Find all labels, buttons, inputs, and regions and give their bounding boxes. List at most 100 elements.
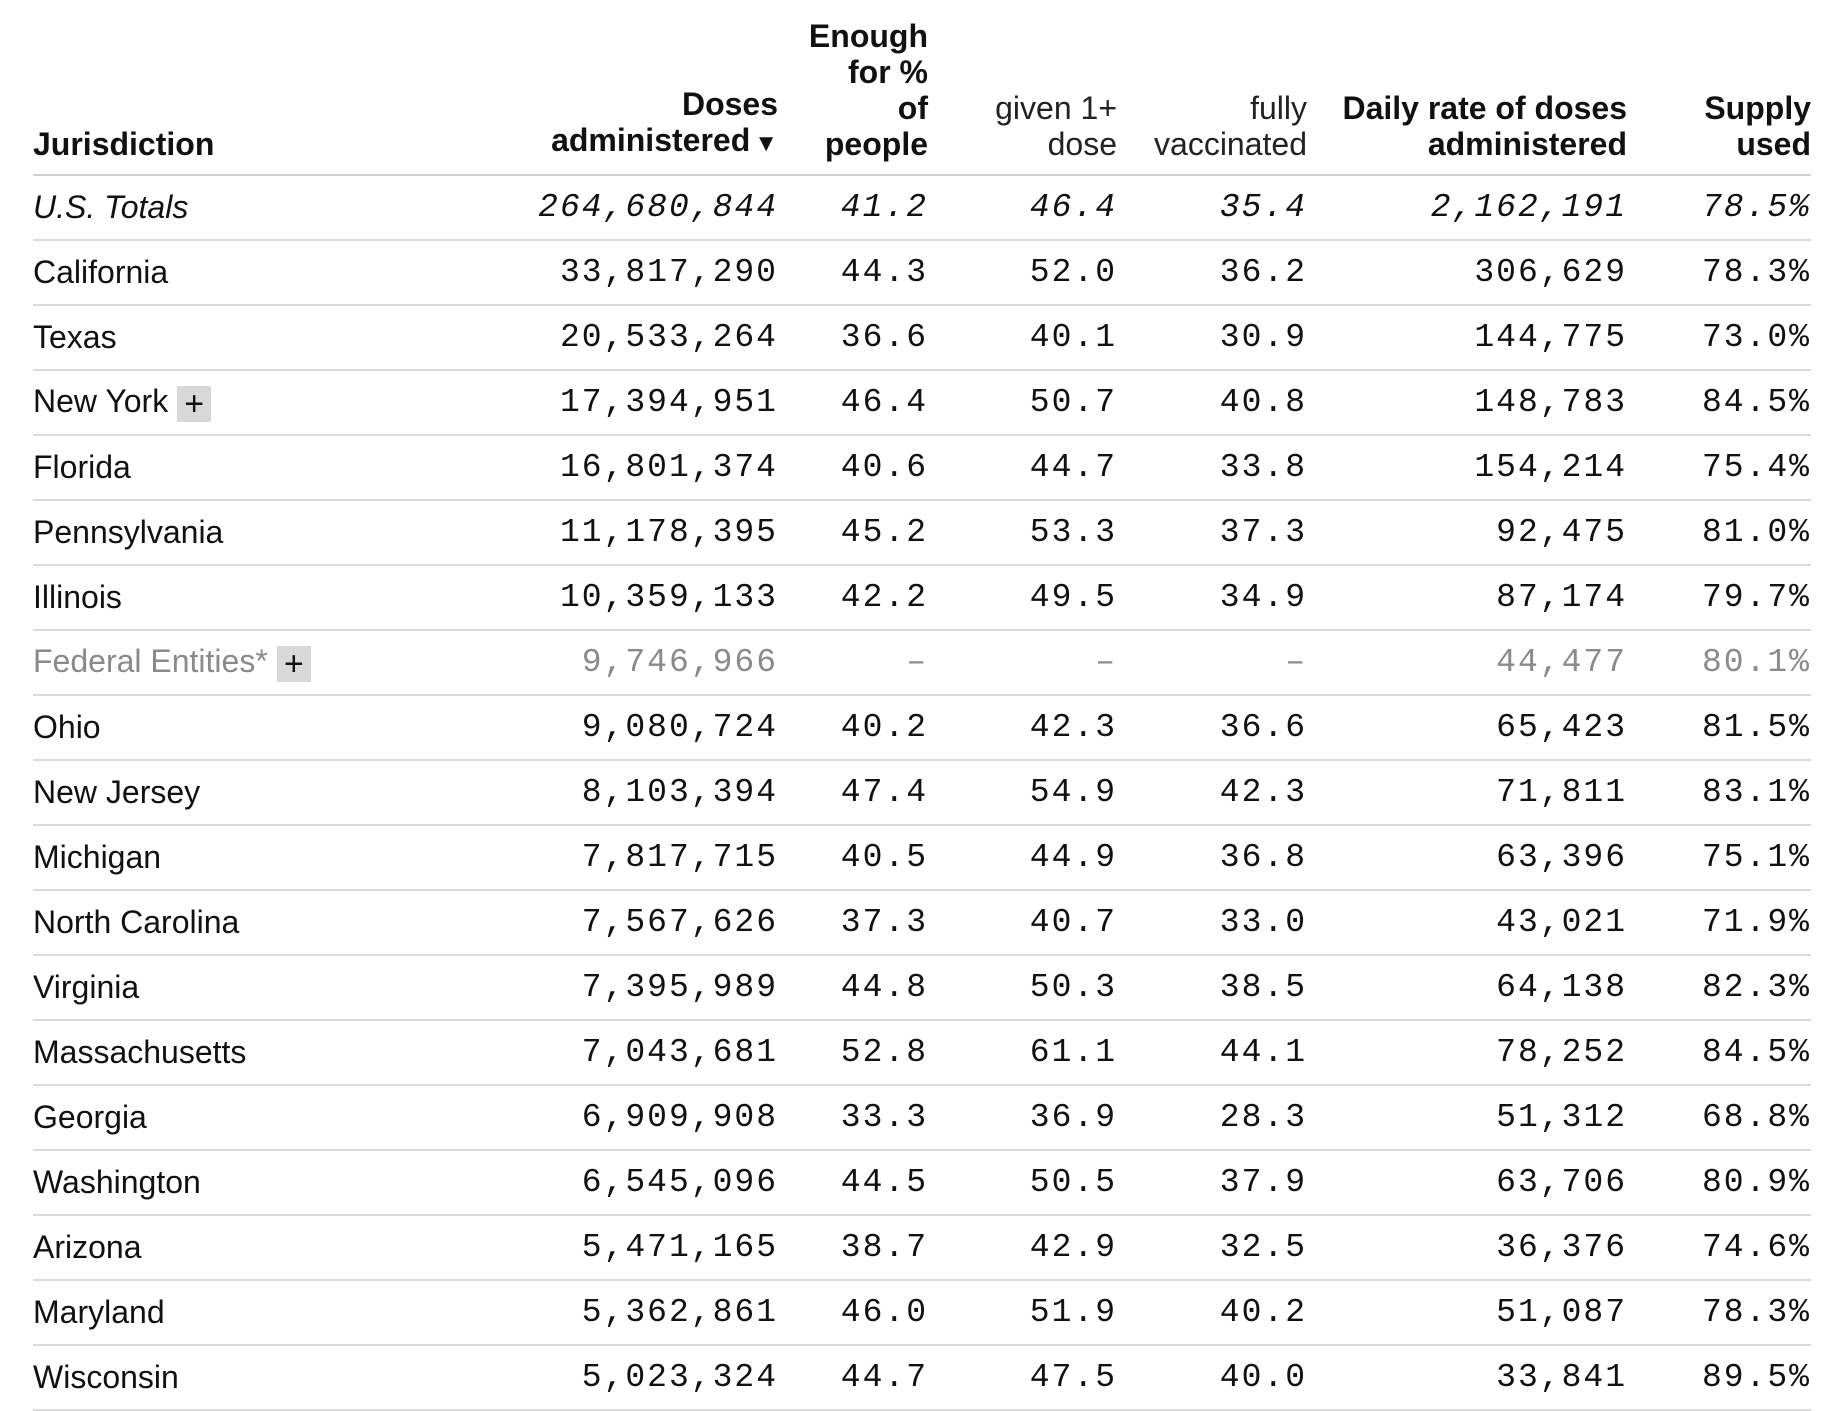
- cell-doses-administered: 9,080,724: [494, 695, 778, 761]
- header-given-line1: given 1+: [995, 90, 1117, 126]
- cell-jurisdiction: North Carolina: [33, 890, 494, 956]
- cell-enough-for-percent: 44.5: [778, 1150, 928, 1216]
- cell-fully-vaccinated: 35.4: [1117, 175, 1307, 241]
- cell-enough-for-percent: 46.4: [778, 370, 928, 436]
- cell-daily-rate: 87,174: [1307, 565, 1627, 631]
- cell-doses-administered: 33,817,290: [494, 240, 778, 306]
- expand-plus-icon[interactable]: +: [276, 645, 311, 682]
- cell-jurisdiction: Florida: [33, 435, 494, 501]
- header-fully-vaccinated[interactable]: fully vaccinated: [1117, 0, 1307, 176]
- cell-fully-vaccinated: 33.0: [1117, 890, 1307, 956]
- cell-fully-vaccinated: 37.9: [1117, 1150, 1307, 1216]
- cell-daily-rate: 71,811: [1307, 760, 1627, 826]
- cell-supply-used: 74.6%: [1627, 1215, 1811, 1281]
- cell-given-one-dose: 36.9: [928, 1085, 1117, 1151]
- table-row: Federal Entities* +9,746,966– – –44,477 80.1…: [33, 630, 1811, 696]
- cell-fully-vaccinated: 40.0: [1117, 1345, 1307, 1411]
- cell-supply-used: 71.9%: [1627, 890, 1811, 956]
- cell-supply-used: 75.4%: [1627, 435, 1811, 501]
- cell-doses-administered: 5,023,324: [494, 1345, 778, 1411]
- cell-doses-administered: 5,471,165: [494, 1215, 778, 1281]
- table-row: California 33,817,290 44.3 52.0 36.2 306,629 7…: [33, 240, 1811, 306]
- cell-given-one-dose: 44.7: [928, 435, 1117, 501]
- cell-daily-rate: 65,423: [1307, 695, 1627, 761]
- cell-fully-vaccinated: 36.2: [1117, 240, 1307, 306]
- header-jurisdiction[interactable]: Jurisdiction: [33, 0, 494, 176]
- cell-enough-for-percent: 33.3: [778, 1085, 928, 1151]
- cell-daily-rate: 154,214: [1307, 435, 1627, 501]
- cell-jurisdiction: California: [33, 240, 494, 306]
- cell-daily-rate: 144,775: [1307, 305, 1627, 371]
- cell-doses-administered: 6,909,908: [494, 1085, 778, 1151]
- sort-descending-icon: ▼: [754, 130, 778, 157]
- cell-doses-administered: 7,395,989: [494, 955, 778, 1021]
- header-daily-rate[interactable]: Daily rate of doses administered: [1307, 0, 1627, 176]
- cell-doses-administered: 16,801,374: [494, 435, 778, 501]
- cell-fully-vaccinated: 28.3: [1117, 1085, 1307, 1151]
- header-enough-for-percent[interactable]: Enough for % of people: [778, 0, 928, 176]
- jurisdiction-name: Federal Entities*: [33, 643, 268, 680]
- cell-daily-rate: 44,477: [1307, 630, 1627, 696]
- cell-given-one-dose: –: [928, 630, 1117, 696]
- table-row: New York +17,394,951 46.4 50.7 40.8 148,783 84…: [33, 370, 1811, 436]
- cell-jurisdiction: Massachusetts: [33, 1020, 494, 1086]
- table-row: Arizona 5,471,165 38.7 42.9 32.5 36,376 74.6%: [33, 1215, 1811, 1281]
- table-row: Wisconsin 5,023,324 44.7 47.5 40.0 33,841 89.5…: [33, 1345, 1811, 1411]
- header-fully-line2: vaccinated: [1154, 126, 1307, 162]
- cell-jurisdiction: Virginia: [33, 955, 494, 1021]
- jurisdiction-name: Florida: [33, 449, 131, 485]
- cell-jurisdiction: U.S. Totals: [33, 175, 494, 241]
- table-row: Georgia 6,909,908 33.3 36.9 28.3 51,312 68.8%: [33, 1085, 1811, 1151]
- jurisdiction-name: Ohio: [33, 709, 101, 745]
- cell-supply-used: 82.3%: [1627, 955, 1811, 1021]
- cell-given-one-dose: 53.3: [928, 500, 1117, 566]
- cell-enough-for-percent: 44.8: [778, 955, 928, 1021]
- cell-given-one-dose: 49.5: [928, 565, 1117, 631]
- header-enough-line2: for %: [848, 54, 928, 90]
- header-doses-line1: Doses: [681, 86, 778, 122]
- cell-doses-administered: 8,103,394: [494, 760, 778, 826]
- cell-given-one-dose: 52.0: [928, 240, 1117, 306]
- header-supply-used[interactable]: Supply used: [1627, 0, 1811, 176]
- cell-fully-vaccinated: 30.9: [1117, 305, 1307, 371]
- cell-supply-used: 78.5%: [1627, 175, 1811, 241]
- cell-daily-rate: 92,475: [1307, 500, 1627, 566]
- cell-daily-rate: 306,629: [1307, 240, 1627, 306]
- cell-jurisdiction: Georgia: [33, 1085, 494, 1151]
- cell-given-one-dose: 47.5: [928, 1345, 1117, 1411]
- cell-given-one-dose: 40.1: [928, 305, 1117, 371]
- cell-jurisdiction: Texas: [33, 305, 494, 371]
- jurisdiction-name: Massachusetts: [33, 1034, 247, 1070]
- cell-given-one-dose: 44.9: [928, 825, 1117, 891]
- cell-enough-for-percent: 44.7: [778, 1345, 928, 1411]
- cell-jurisdiction: Illinois: [33, 565, 494, 631]
- cell-supply-used: 80.1%: [1627, 630, 1811, 696]
- cell-fully-vaccinated: 32.5: [1117, 1215, 1307, 1281]
- cell-given-one-dose: 42.3: [928, 695, 1117, 761]
- cell-doses-administered: 264,680,844: [494, 175, 778, 241]
- header-supply-line2: used: [1736, 126, 1811, 162]
- table-header: Jurisdiction Doses administered ▼ Enough …: [33, 0, 1811, 176]
- cell-enough-for-percent: 40.5: [778, 825, 928, 891]
- cell-jurisdiction: Wisconsin: [33, 1345, 494, 1411]
- cell-enough-for-percent: –: [778, 630, 928, 696]
- cell-given-one-dose: 51.9: [928, 1280, 1117, 1346]
- header-given-one-dose[interactable]: given 1+ dose: [928, 0, 1117, 176]
- jurisdiction-name: New Jersey: [33, 774, 201, 810]
- header-enough-line1: Enough: [808, 18, 928, 54]
- cell-given-one-dose: 54.9: [928, 760, 1117, 826]
- cell-jurisdiction: Ohio: [33, 695, 494, 761]
- header-doses-administered[interactable]: Doses administered ▼: [494, 0, 778, 176]
- cell-enough-for-percent: 36.6: [778, 305, 928, 371]
- cell-jurisdiction: Maryland: [33, 1280, 494, 1346]
- vaccination-table: Jurisdiction Doses administered ▼ Enough …: [33, 0, 1811, 1411]
- cell-supply-used: 78.3%: [1627, 1280, 1811, 1346]
- cell-fully-vaccinated: 34.9: [1117, 565, 1307, 631]
- cell-enough-for-percent: 42.2: [778, 565, 928, 631]
- expand-plus-icon[interactable]: +: [177, 385, 212, 422]
- cell-supply-used: 75.1%: [1627, 825, 1811, 891]
- cell-supply-used: 68.8%: [1627, 1085, 1811, 1151]
- cell-supply-used: 79.7%: [1627, 565, 1811, 631]
- cell-supply-used: 81.5%: [1627, 695, 1811, 761]
- cell-doses-administered: 7,817,715: [494, 825, 778, 891]
